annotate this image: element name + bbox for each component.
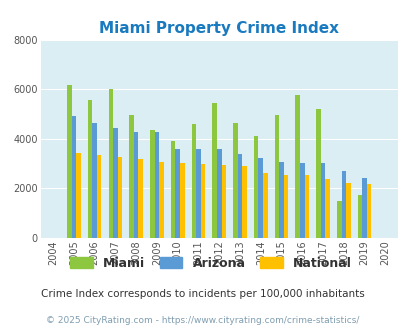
Bar xyxy=(237,154,242,238)
Bar xyxy=(216,149,221,238)
Bar xyxy=(258,158,262,238)
Bar xyxy=(71,116,76,238)
Bar xyxy=(242,166,246,238)
Bar xyxy=(299,163,304,238)
Bar xyxy=(212,104,216,238)
Bar xyxy=(76,153,81,238)
Bar xyxy=(283,175,288,238)
Bar xyxy=(279,162,283,238)
Bar xyxy=(336,201,341,238)
Bar xyxy=(108,89,113,238)
Bar xyxy=(67,85,71,238)
Legend: Miami, Arizona, National: Miami, Arizona, National xyxy=(70,257,351,270)
Bar xyxy=(200,164,205,238)
Bar xyxy=(324,179,329,238)
Text: Crime Index corresponds to incidents per 100,000 inhabitants: Crime Index corresponds to incidents per… xyxy=(41,289,364,299)
Bar xyxy=(262,173,267,238)
Bar xyxy=(304,176,309,238)
Bar xyxy=(341,171,345,238)
Bar xyxy=(362,178,366,238)
Bar xyxy=(134,132,138,238)
Bar xyxy=(87,100,92,238)
Bar xyxy=(138,159,143,238)
Bar xyxy=(175,149,179,238)
Text: © 2025 CityRating.com - https://www.cityrating.com/crime-statistics/: © 2025 CityRating.com - https://www.city… xyxy=(46,316,359,325)
Bar xyxy=(320,163,324,238)
Bar xyxy=(295,95,299,238)
Bar xyxy=(97,155,101,238)
Bar xyxy=(129,115,134,238)
Bar xyxy=(274,115,279,238)
Bar xyxy=(221,165,226,238)
Title: Miami Property Crime Index: Miami Property Crime Index xyxy=(99,21,339,36)
Bar xyxy=(179,163,184,238)
Bar xyxy=(232,123,237,238)
Bar xyxy=(117,157,122,238)
Bar xyxy=(315,109,320,238)
Bar xyxy=(345,183,350,238)
Bar xyxy=(150,130,154,238)
Bar xyxy=(159,162,163,238)
Bar xyxy=(191,124,196,238)
Bar xyxy=(253,136,258,238)
Bar xyxy=(92,123,97,238)
Bar xyxy=(171,141,175,238)
Bar xyxy=(113,128,117,238)
Bar xyxy=(366,184,371,238)
Bar xyxy=(357,195,362,238)
Bar xyxy=(196,149,200,238)
Bar xyxy=(154,132,159,238)
